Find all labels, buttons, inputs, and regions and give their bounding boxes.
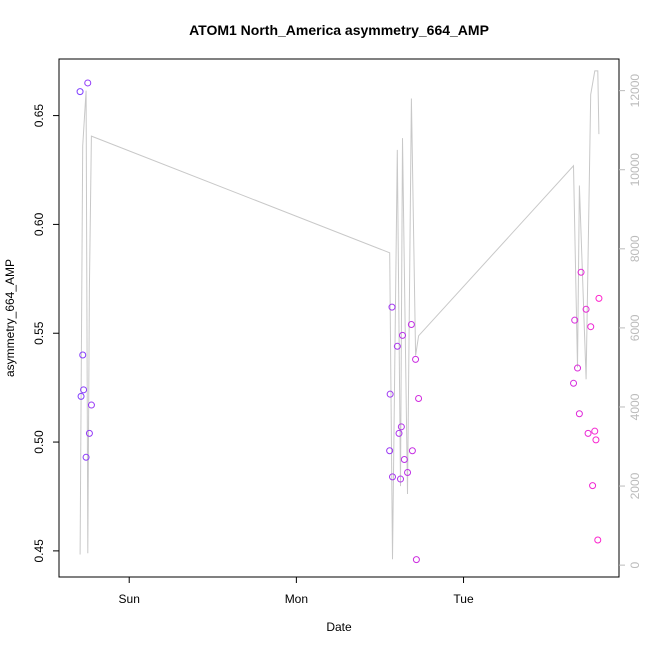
data-point <box>577 268 585 276</box>
data-point <box>87 401 95 409</box>
data-point <box>79 351 87 359</box>
data-point <box>388 473 396 481</box>
data-point <box>85 429 93 437</box>
data-point <box>408 447 416 455</box>
right-axis-tick-label: 2000 <box>628 472 642 499</box>
data-point <box>386 447 394 455</box>
data-point <box>395 429 403 437</box>
data-point <box>77 392 85 400</box>
data-point <box>595 294 603 302</box>
x-tick-label: Sun <box>119 592 140 606</box>
data-point <box>415 395 423 403</box>
data-point <box>587 323 595 331</box>
data-point <box>591 427 599 435</box>
right-axis-tick-label: 8000 <box>628 235 642 262</box>
data-point <box>589 482 597 490</box>
data-point <box>404 469 412 477</box>
plot-area: Sun Mon Tue 0.45 0.50 0.55 0.60 0.65 0 2000 4000 60… <box>32 58 642 606</box>
data-point <box>400 455 408 463</box>
chart-title: ATOM1 North_America asymmetry_664_AMP <box>189 22 489 38</box>
data-point <box>386 390 394 398</box>
data-point <box>412 556 420 564</box>
right-axis-tick-label: 12000 <box>628 74 642 108</box>
data-point <box>582 305 590 313</box>
data-point <box>571 316 579 324</box>
data-point <box>76 88 84 96</box>
data-point <box>399 331 407 339</box>
y-tick-label: 0.50 <box>32 430 46 454</box>
data-point <box>592 436 600 444</box>
data-point <box>407 321 415 329</box>
data-point <box>397 423 405 431</box>
count-line <box>79 70 600 560</box>
data-point <box>82 453 90 461</box>
data-point <box>570 379 578 387</box>
right-axis-tick-label: 6000 <box>628 314 642 341</box>
x-tick-label: Mon <box>285 592 308 606</box>
data-point <box>574 364 582 372</box>
right-axis-tick-label: 0 <box>628 561 642 568</box>
data-point <box>393 342 401 350</box>
y-axis-title: asymmetry_664_AMP <box>3 259 17 377</box>
y-tick-label: 0.60 <box>32 212 46 236</box>
y-tick-label: 0.45 <box>32 539 46 563</box>
right-axis-tick-label: 4000 <box>628 393 642 420</box>
data-point <box>397 475 405 483</box>
data-point <box>584 429 592 437</box>
data-point <box>575 410 583 418</box>
plot-frame <box>58 58 620 578</box>
y-tick-label: 0.65 <box>32 104 46 128</box>
x-tick-label: Tue <box>453 592 474 606</box>
x-axis-title: Date <box>326 620 352 634</box>
data-point <box>388 303 396 311</box>
right-axis-tick-label: 10000 <box>628 153 642 187</box>
y-tick-label: 0.55 <box>32 321 46 345</box>
data-point <box>412 355 420 363</box>
data-point <box>80 386 88 394</box>
data-point <box>84 79 92 87</box>
data-point <box>594 536 602 544</box>
